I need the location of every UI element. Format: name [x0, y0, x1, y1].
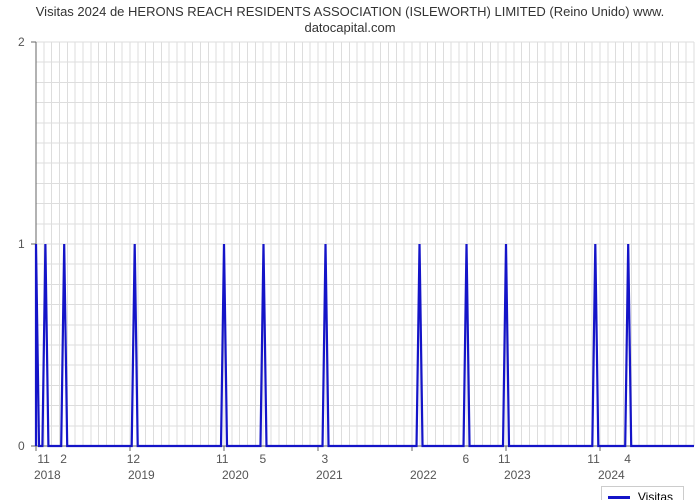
visits-chart: Visitas 2024 de HERONS REACH RESIDENTS A…: [0, 0, 700, 500]
peak-value-label: 11: [216, 452, 228, 466]
x-year-label: 2020: [222, 468, 249, 482]
x-year-label: 2021: [316, 468, 343, 482]
peak-value-label: 12: [127, 452, 140, 466]
y-tick-label: 1: [18, 237, 25, 251]
peak-value-label: 3: [322, 452, 329, 466]
peak-value-label: 5: [259, 452, 266, 466]
chart-plot-area: [0, 0, 700, 500]
peak-value-label: 11: [587, 452, 599, 466]
peak-value-label: 11: [37, 452, 49, 466]
peak-value-label: 11: [498, 452, 510, 466]
peak-value-label: 2: [60, 452, 67, 466]
legend-label: Visitas: [638, 490, 673, 500]
y-tick-label: 2: [18, 35, 25, 49]
y-tick-label: 0: [18, 439, 25, 453]
x-year-label: 2018: [34, 468, 61, 482]
peak-value-label: 6: [463, 452, 470, 466]
x-year-label: 2022: [410, 468, 437, 482]
legend-swatch: [608, 496, 630, 499]
x-year-label: 2023: [504, 468, 531, 482]
peak-value-label: 4: [624, 452, 631, 466]
x-year-label: 2019: [128, 468, 155, 482]
chart-legend: Visitas: [601, 486, 684, 500]
x-year-label: 2024: [598, 468, 625, 482]
